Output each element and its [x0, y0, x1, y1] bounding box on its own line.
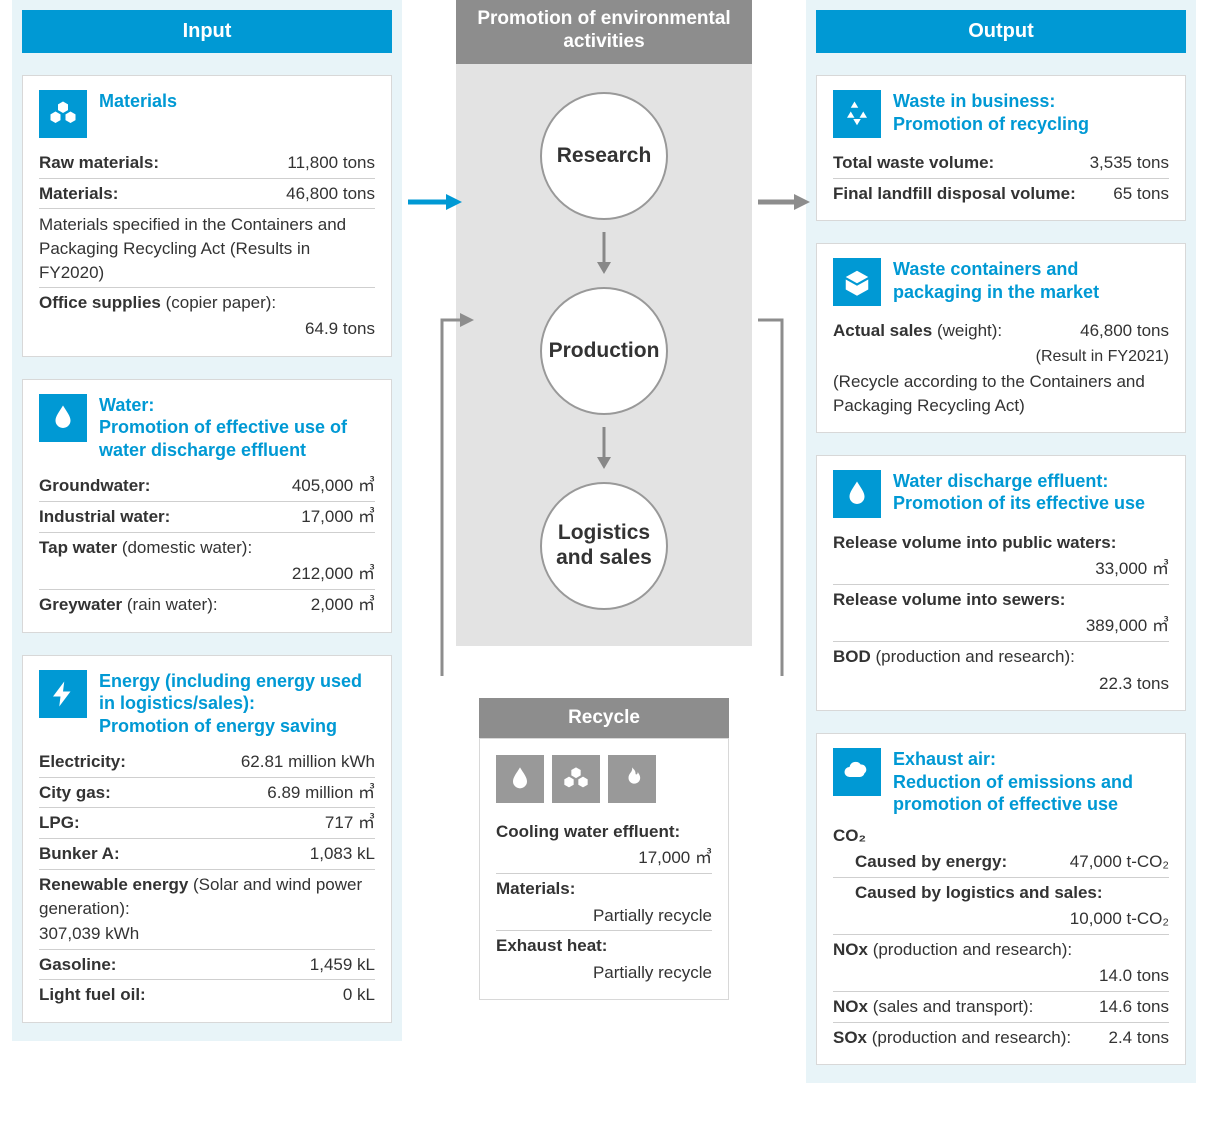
- input-header: Input: [22, 10, 392, 53]
- row-recycle-materials: Materials: Partially recycle: [496, 874, 712, 931]
- node-production: Production: [540, 287, 668, 415]
- row-greywater: Greywater (rain water): 2,000 ㎥: [39, 590, 375, 620]
- row-landfill: Final landfill disposal volume: 65 tons: [833, 179, 1169, 209]
- water-out-title: Water discharge effluent: Promotion of i…: [893, 470, 1145, 515]
- row-lpg: LPG: 717 ㎥: [39, 808, 375, 839]
- row-industrial-water: Industrial water: 17,000 ㎥: [39, 502, 375, 533]
- waste-biz-title: Waste in business: Promotion of recyclin…: [893, 90, 1089, 135]
- row-exhaust-heat: Exhaust heat: Partially recycle: [496, 931, 712, 987]
- row-lightfuel: Light fuel oil: 0 kL: [39, 980, 375, 1010]
- arrow-down-icon: [594, 230, 614, 279]
- row-bod: BOD (production and research): 22.3 tons: [833, 642, 1169, 698]
- open-box-icon: [833, 258, 881, 306]
- row-public-waters: Release volume into public waters: 33,00…: [833, 528, 1169, 585]
- environmental-flow-diagram: Input Materials Raw materials: 11,800 to…: [0, 0, 1214, 1103]
- row-sewers: Release volume into sewers: 389,000 ㎥: [833, 585, 1169, 642]
- row-sox: SOx (production and research): 2.4 tons: [833, 1023, 1169, 1053]
- card-waste-business: Waste in business: Promotion of recyclin…: [816, 75, 1186, 221]
- water-title: Water: Promotion of effective use of wat…: [99, 394, 375, 462]
- output-column: Output Waste in business: Promotion of r…: [806, 0, 1196, 1083]
- row-groundwater: Groundwater: 405,000 ㎥: [39, 471, 375, 502]
- row-tap-water: Tap water (domestic water): 212,000 ㎥: [39, 533, 375, 590]
- energy-title: Energy (including energy used in logisti…: [99, 670, 375, 738]
- recycle-icon-row: [496, 755, 712, 803]
- cloud-icon: [833, 748, 881, 796]
- row-nox-prod: NOx (production and research): 14.0 tons: [833, 935, 1169, 992]
- row-office-supplies: Office supplies (copier paper): 64.9 ton…: [39, 288, 375, 344]
- exhaust-title: Exhaust air: Reduction of emissions and …: [893, 748, 1169, 816]
- row-nox-sales: NOx (sales and transport): 14.6 tons: [833, 992, 1169, 1023]
- row-co2-energy: Caused by energy: 47,000 t-CO₂: [833, 847, 1169, 878]
- card-materials: Materials Raw materials: 11,800 tons Mat…: [22, 75, 392, 357]
- row-co2-logistics: Caused by logistics and sales: 10,000 t-…: [833, 878, 1169, 935]
- card-recycle: Cooling water effluent: 17,000 ㎥ Materia…: [479, 738, 729, 1001]
- card-exhaust-air: Exhaust air: Reduction of emissions and …: [816, 733, 1186, 1065]
- card-energy: Energy (including energy used in logisti…: [22, 655, 392, 1023]
- flame-icon: [608, 755, 656, 803]
- arrow-down-icon: [594, 425, 614, 474]
- output-header: Output: [816, 10, 1186, 53]
- row-materials: Materials: 46,800 tons: [39, 179, 375, 210]
- row-actual-sales: Actual sales (weight): 46,800 tons: [833, 316, 1169, 346]
- bolt-icon: [39, 670, 87, 718]
- card-waste-packaging: Waste containers and packaging in the ma…: [816, 243, 1186, 432]
- row-gasoline: Gasoline: 1,459 kL: [39, 950, 375, 981]
- drop-icon: [833, 470, 881, 518]
- card-water: Water: Promotion of effective use of wat…: [22, 379, 392, 633]
- input-column: Input Materials Raw materials: 11,800 to…: [12, 0, 402, 1041]
- result-fy-note: (Result in FY2021): [833, 346, 1169, 366]
- co2-heading: CO₂: [833, 826, 1169, 846]
- recycle-header: Recycle: [479, 698, 729, 738]
- drop-icon: [39, 394, 87, 442]
- node-logistics: Logistics and sales: [540, 482, 668, 610]
- row-bunker: Bunker A: 1,083 kL: [39, 839, 375, 870]
- row-citygas: City gas: 6.89 million ㎥: [39, 778, 375, 809]
- boxes-icon: [552, 755, 600, 803]
- card-water-discharge: Water discharge effluent: Promotion of i…: [816, 455, 1186, 712]
- materials-note: Materials specified in the Containers an…: [39, 209, 375, 287]
- process-stack: Research Production Logistics and sales: [456, 64, 752, 646]
- row-renewable: Renewable energy (Solar and wind power g…: [39, 870, 375, 950]
- packaging-note: (Recycle according to the Containers and…: [833, 366, 1169, 420]
- row-cooling-water: Cooling water effluent: 17,000 ㎥: [496, 817, 712, 874]
- waste-pack-title: Waste containers and packaging in the ma…: [893, 258, 1169, 303]
- row-total-waste: Total waste volume: 3,535 tons: [833, 148, 1169, 179]
- materials-title: Materials: [99, 90, 177, 113]
- row-electricity: Electricity: 62.81 million kWh: [39, 747, 375, 778]
- boxes-icon: [39, 90, 87, 138]
- center-header: Promotion of environmental activities: [456, 0, 752, 64]
- recycle-icon: [833, 90, 881, 138]
- row-raw-materials: Raw materials: 11,800 tons: [39, 148, 375, 179]
- center-column: Promotion of environmental activities Re…: [418, 0, 790, 1000]
- node-research: Research: [540, 92, 668, 220]
- drop-icon: [496, 755, 544, 803]
